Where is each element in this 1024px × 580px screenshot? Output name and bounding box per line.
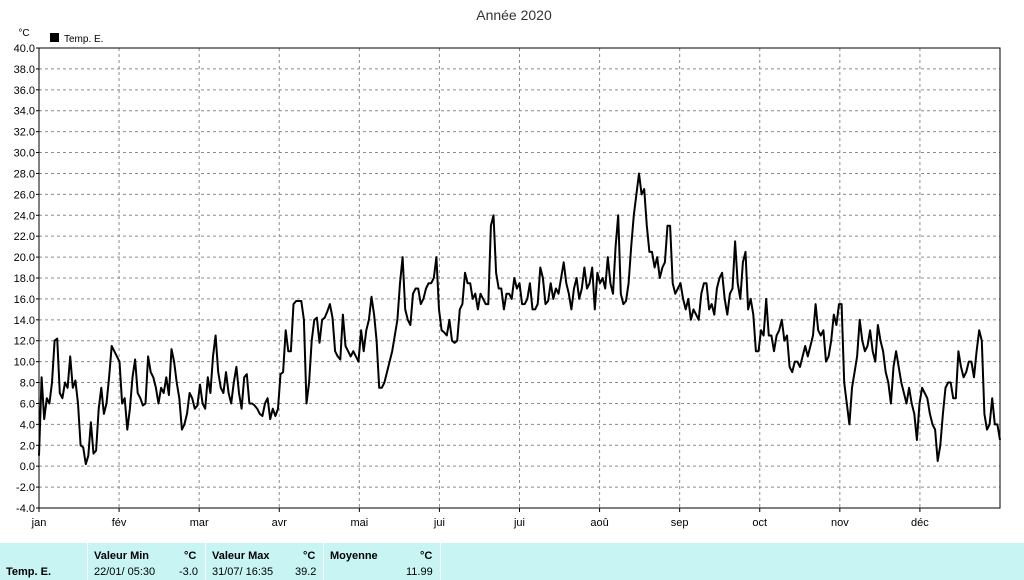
avg-unit: °C [420,550,433,562]
y-tick-label: 38.0 [14,64,35,76]
legend-swatch [50,33,59,42]
y-axis: 40.0 38.0 36.0 34.0 32.0 30.0 28.0 26.0 24.0 22.0… [14,43,39,515]
y-tick-label: -2.0 [16,482,35,494]
stats-divider [205,543,206,580]
x-tick-label: jui [513,517,525,529]
chart-title: Année 2020 [476,7,552,23]
x-tick-label: nov [831,517,849,529]
min-value: -3.0 [179,566,198,578]
y-tick-label: 18.0 [14,273,35,285]
stats-panel: Temp. E. Valeur Min °C 22/01/ 05:30 -3.0… [0,543,1024,580]
x-tick-label: oct [752,517,767,529]
avg-header: Moyenne [330,550,378,562]
y-tick-label: 24.0 [14,210,35,222]
temperature-chart: Année 2020 °C Temp. E. 40.0 38.0 36.0 34.0 3… [14,7,1001,529]
y-tick-label: 36.0 [14,85,35,97]
x-tick-label: jan [31,517,47,529]
series-line-temp-e [38,172,1001,466]
grid-lines [39,47,1000,509]
y-tick-label: 26.0 [14,189,35,201]
y-tick-label: 40.0 [14,43,35,55]
x-tick-label: mai [350,517,368,529]
y-tick-label: 22.0 [14,231,35,243]
stats-divider [323,543,324,580]
y-tick-label: 32.0 [14,127,35,139]
x-tick-label: sep [671,517,689,529]
y-tick-label: 14.0 [14,315,35,327]
y-tick-label: -4.0 [16,503,35,515]
y-tick-label: 16.0 [14,294,35,306]
min-unit: °C [184,550,197,562]
x-tick-label: avr [272,517,288,529]
avg-value: 11.99 [406,566,433,578]
y-tick-label: 10.0 [14,357,35,369]
stats-divider [440,543,441,580]
y-tick-label: 8.0 [20,378,35,390]
max-datetime: 31/07/ 16:35 [212,566,274,578]
plot-frame [38,47,1001,509]
max-header: Valeur Max [212,550,270,562]
x-tick-label: déc [911,517,929,529]
x-tick-label: mar [190,517,209,529]
legend-label: Temp. E. [64,34,103,45]
y-tick-label: 28.0 [14,168,35,180]
stats-divider [87,543,88,580]
y-tick-label: 34.0 [14,106,35,118]
min-datetime: 22/01/ 05:30 [94,566,156,578]
min-header: Valeur Min [94,550,150,562]
y-tick-label: 20.0 [14,252,35,264]
x-axis: jan fév mar avr mai jui jui aoû sep oct nov déc [31,508,929,529]
y-tick-label: 4.0 [20,419,35,431]
x-tick-label: jui [433,517,445,529]
y-tick-label: 30.0 [14,148,35,160]
x-tick-label: aoû [590,517,608,529]
max-value: 39.2 [295,566,317,578]
max-unit: °C [303,550,316,562]
y-tick-label: 2.0 [20,440,35,452]
y-tick-label: 6.0 [20,398,35,410]
y-tick-label: 0.0 [20,461,35,473]
x-tick-label: fév [112,517,127,529]
stats-series-label: Temp. E. [6,566,52,578]
y-axis-unit: °C [18,28,29,39]
y-tick-label: 12.0 [14,336,35,348]
